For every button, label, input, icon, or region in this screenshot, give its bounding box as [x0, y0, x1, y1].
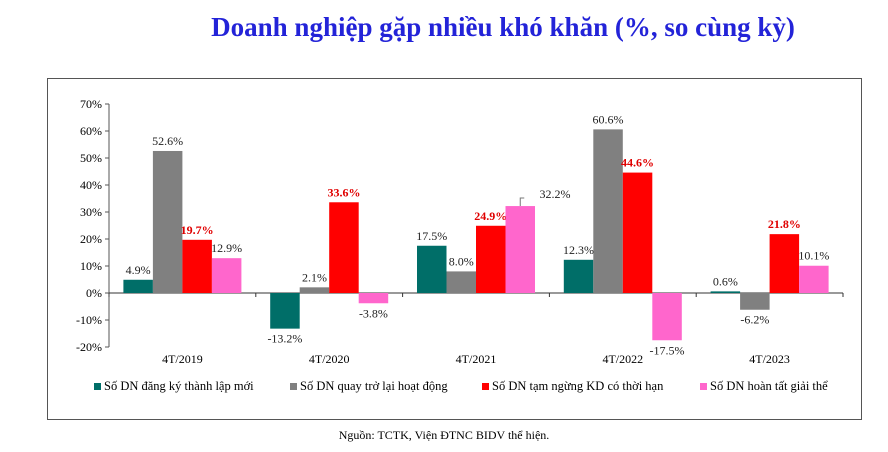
data-label: 8.0% [449, 254, 474, 268]
data-label: 44.6% [621, 156, 654, 170]
bar [329, 202, 359, 293]
bar [476, 225, 506, 293]
bar [769, 234, 800, 293]
x-tick-label: 4T/2022 [602, 352, 643, 366]
data-label: 33.6% [327, 185, 360, 199]
data-label: -3.8% [359, 306, 388, 320]
legend-item-dissolved: Số DN hoàn tất giải thể [700, 379, 828, 394]
data-label: 12.9% [211, 241, 242, 255]
y-tick-label: -10% [76, 313, 102, 327]
bar [358, 293, 389, 304]
x-tick-label: 4T/2023 [749, 352, 790, 366]
data-label: 17.5% [416, 229, 447, 243]
legend-swatch [94, 383, 101, 390]
data-label: 12.3% [563, 243, 594, 257]
x-tick-label: 4T/2019 [162, 352, 203, 366]
legend-label: Số DN tạm ngừng KD có thời hạn [492, 379, 664, 393]
bar [622, 172, 653, 293]
bar [799, 265, 829, 293]
y-tick-label: 10% [80, 259, 102, 273]
chart-frame [47, 78, 862, 420]
data-label: 0.6% [713, 274, 738, 288]
data-label: 24.9% [474, 209, 507, 223]
legend-label: Số DN hoàn tất giải thể [710, 379, 828, 393]
y-tick-label: 50% [80, 151, 102, 165]
chart-title: Doanh nghiệp gặp nhiều khó khăn (%, so c… [211, 12, 795, 42]
y-tick-label: 60% [80, 124, 102, 138]
bar [710, 291, 741, 293]
legend-swatch [482, 383, 489, 390]
bar [593, 129, 623, 293]
data-label: -6.2% [740, 313, 769, 327]
legend-label: Số DN quay trở lại hoạt động [300, 379, 448, 393]
data-label: 32.2% [540, 187, 571, 201]
bar [152, 150, 183, 293]
data-label: 4.9% [126, 263, 151, 277]
data-label: 52.6% [152, 134, 183, 148]
data-label: 2.1% [302, 270, 327, 284]
bar [505, 206, 535, 293]
bar [740, 293, 770, 310]
y-tick-label: 70% [80, 97, 102, 111]
y-tick-label: 20% [80, 232, 102, 246]
bar [563, 259, 594, 293]
data-label: 60.6% [593, 112, 624, 126]
y-tick-label: 30% [80, 205, 102, 219]
bar [211, 258, 242, 293]
legend-item-suspended: Số DN tạm ngừng KD có thời hạn [482, 379, 663, 394]
data-label: 21.8% [768, 217, 801, 231]
bar [299, 287, 330, 293]
y-tick-label: 0% [86, 286, 102, 300]
leader-line [519, 197, 525, 207]
data-label: -17.5% [650, 343, 685, 357]
data-label: -13.2% [267, 332, 302, 346]
x-tick-label: 4T/2021 [456, 352, 497, 366]
legend-item-returned: Số DN quay trở lại hoạt động [290, 379, 448, 394]
bar [417, 245, 447, 293]
bar [123, 279, 153, 293]
legend-swatch [700, 383, 707, 390]
bar [652, 293, 682, 341]
source-note: Nguồn: TCTK, Viện ĐTNC BIDV thể hiện. [338, 428, 550, 442]
x-tick-label: 4T/2020 [309, 352, 350, 366]
data-label: 19.7% [181, 223, 214, 237]
legend-label: Số DN đăng ký thành lập mới [104, 379, 254, 393]
legend-swatch [290, 383, 297, 390]
data-label: 10.1% [798, 249, 829, 263]
y-tick-label: 40% [80, 178, 102, 192]
bar [182, 239, 212, 293]
bar [446, 271, 476, 293]
bar [270, 293, 300, 329]
legend-item-new: Số DN đăng ký thành lập mới [94, 379, 254, 394]
y-tick-label: -20% [76, 340, 102, 354]
